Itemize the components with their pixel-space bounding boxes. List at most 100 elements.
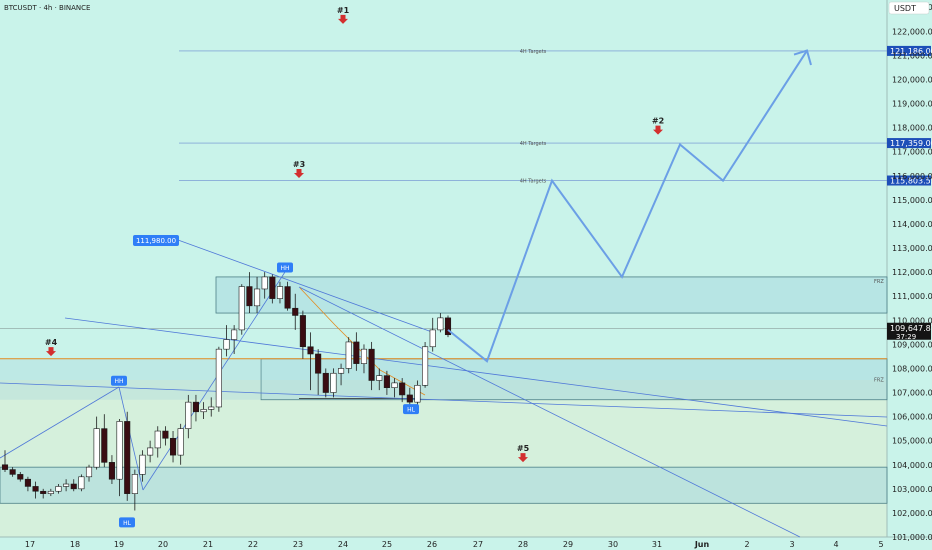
- candle-body[interactable]: [345, 341, 352, 369]
- candle-body[interactable]: [429, 329, 436, 348]
- candle-body[interactable]: [200, 409, 207, 413]
- candle-body[interactable]: [322, 372, 329, 393]
- candle-body[interactable]: [70, 483, 77, 490]
- candle-body[interactable]: [131, 474, 138, 494]
- candle-body[interactable]: [276, 286, 284, 299]
- candle-body[interactable]: [192, 401, 199, 413]
- projection-arrowhead: [793, 49, 812, 66]
- candle-body[interactable]: [307, 346, 314, 355]
- candle-body[interactable]: [85, 466, 93, 478]
- candle-body[interactable]: [63, 483, 70, 487]
- candle-body[interactable]: [338, 368, 345, 374]
- candle-body[interactable]: [246, 286, 253, 307]
- candle-body[interactable]: [299, 315, 306, 348]
- pivot-label-box[interactable]: [111, 375, 127, 386]
- currency-label-box[interactable]: [888, 1, 930, 15]
- candle-body[interactable]: [9, 469, 16, 475]
- callout-box[interactable]: [133, 235, 179, 246]
- pivot-label-box[interactable]: [403, 404, 419, 415]
- candle-body[interactable]: [1, 464, 9, 470]
- supply-demand-zone[interactable]: [260, 358, 888, 401]
- price-badge-text: 115,803.53: [890, 177, 932, 186]
- candle-body[interactable]: [124, 421, 131, 494]
- y-axis-tick-label: 120,000.00: [892, 75, 932, 84]
- trendline[interactable]: [298, 286, 801, 538]
- candle-body[interactable]: [422, 346, 429, 386]
- y-axis-tick-label: 121,000.00: [892, 51, 932, 60]
- candle-body[interactable]: [406, 394, 413, 403]
- down-arrow-marker-icon[interactable]: [46, 347, 56, 357]
- candle-body[interactable]: [24, 478, 31, 487]
- pivot-label-box[interactable]: [277, 262, 293, 273]
- down-arrow-marker-icon[interactable]: [653, 125, 663, 135]
- supply-demand-zone[interactable]: [0, 466, 888, 504]
- candle-body[interactable]: [437, 317, 444, 331]
- candle-body[interactable]: [169, 437, 177, 456]
- marker-label: #3: [293, 160, 305, 169]
- pivot-label: HL: [407, 407, 416, 414]
- candle-body[interactable]: [261, 276, 268, 290]
- candle-body[interactable]: [55, 486, 62, 492]
- candle-body[interactable]: [414, 384, 421, 403]
- trendline[interactable]: [0, 386, 120, 459]
- price-badge: [887, 45, 931, 56]
- candle-body[interactable]: [223, 339, 230, 350]
- candle-body[interactable]: [108, 462, 115, 480]
- candle-body[interactable]: [32, 486, 39, 492]
- candle-body[interactable]: [399, 382, 406, 396]
- x-axis-label: 20: [158, 540, 168, 549]
- candle-body[interactable]: [215, 348, 222, 408]
- candle-body[interactable]: [78, 476, 85, 490]
- down-arrow-marker-icon[interactable]: [294, 168, 304, 178]
- candle-body[interactable]: [269, 276, 276, 299]
- candle-body[interactable]: [284, 286, 291, 309]
- down-arrow-marker-icon[interactable]: [338, 14, 348, 24]
- candle-body[interactable]: [93, 428, 100, 468]
- candle-body[interactable]: [292, 307, 299, 316]
- down-arrow-marker-icon[interactable]: [518, 453, 528, 463]
- candle-body[interactable]: [177, 428, 184, 456]
- candle-body[interactable]: [330, 372, 337, 393]
- candle-body[interactable]: [139, 454, 146, 475]
- supply-demand-zone[interactable]: [215, 276, 888, 314]
- candle-body[interactable]: [360, 348, 368, 364]
- candle-body[interactable]: [47, 490, 54, 494]
- candle-body[interactable]: [147, 447, 154, 456]
- candle-body[interactable]: [444, 317, 452, 336]
- x-axis-label: 30: [608, 540, 618, 549]
- candle-body[interactable]: [162, 430, 169, 439]
- candle-body[interactable]: [40, 490, 47, 494]
- candle-body[interactable]: [254, 288, 261, 307]
- trendline[interactable]: [177, 239, 433, 333]
- trendline[interactable]: [142, 271, 286, 491]
- y-axis-tick-label: 104,000.00: [892, 461, 932, 470]
- x-axis-label: 31: [652, 540, 662, 549]
- y-axis-tick-label: 106,000.00: [892, 413, 932, 422]
- candle-body[interactable]: [185, 401, 192, 429]
- candle-body[interactable]: [154, 430, 161, 449]
- projection-path[interactable]: [447, 50, 808, 363]
- candle-body[interactable]: [101, 428, 108, 463]
- candle-body[interactable]: [391, 382, 398, 388]
- y-axis-tick-label: 109,000.00: [892, 340, 932, 349]
- zone-label: FRZ: [874, 279, 884, 285]
- candle-body[interactable]: [383, 375, 390, 388]
- x-axis-label: 28: [518, 540, 528, 549]
- candle-body[interactable]: [368, 348, 375, 381]
- candle-body[interactable]: [353, 341, 360, 364]
- countdown-text: 37:29: [896, 333, 916, 341]
- candle-body[interactable]: [208, 406, 215, 410]
- trendline[interactable]: [118, 386, 144, 491]
- candle-body[interactable]: [376, 375, 383, 381]
- candle-body[interactable]: [17, 474, 24, 480]
- candle-body[interactable]: [231, 329, 238, 340]
- y-axis-tick-label: 117,000.00: [892, 148, 932, 157]
- trendline[interactable]: [0, 382, 888, 418]
- candle-body[interactable]: [315, 353, 322, 374]
- candle-body[interactable]: [116, 421, 123, 480]
- pivot-label-box[interactable]: [119, 517, 135, 528]
- trendline[interactable]: [64, 317, 888, 427]
- candle-body[interactable]: [238, 286, 245, 331]
